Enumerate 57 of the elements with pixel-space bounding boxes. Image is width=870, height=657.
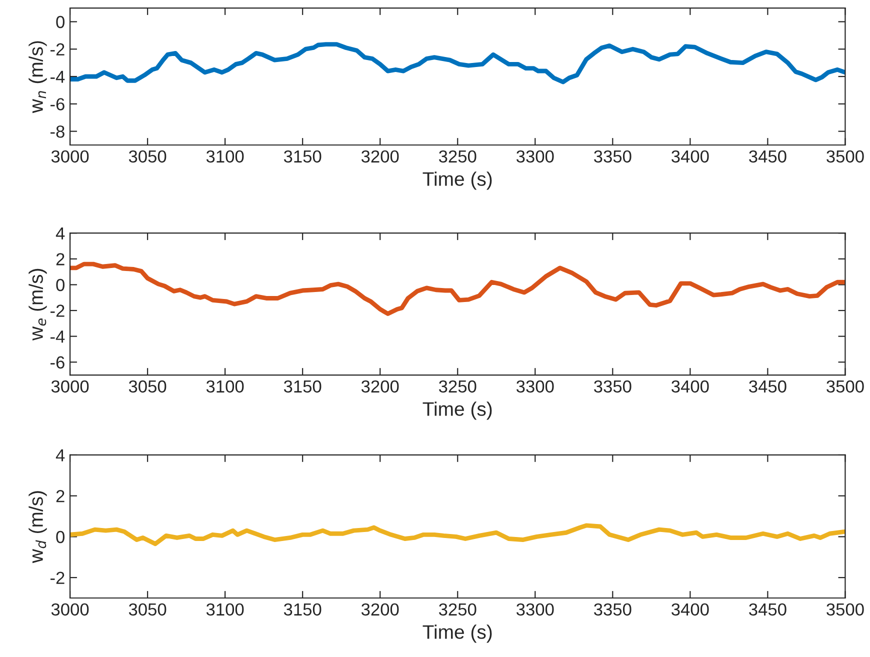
x-tick-label: 3000 (51, 150, 89, 163)
x-tick-label: 3150 (284, 380, 322, 393)
x-tick-label: 3100 (206, 603, 244, 616)
x-tick-label: 3050 (128, 380, 166, 393)
y-axis-title: w$_{d}$ (m/s) (28, 491, 47, 564)
y-tick-label: -4 (50, 70, 65, 83)
x-tick-label: 3450 (749, 380, 786, 393)
y-tick-label: -2 (50, 572, 64, 584)
y-axis-title: w$_{e}$ (m/s) (28, 268, 47, 341)
y-tick-label: 0 (56, 278, 64, 292)
x-tick-label: 3300 (516, 150, 554, 163)
y-tick-label: -2 (50, 43, 64, 56)
x-tick-label: 3150 (284, 603, 322, 616)
x-tick-label: 3450 (749, 603, 786, 616)
y-tick-label: -6 (50, 98, 64, 110)
x-tick-label: 3400 (672, 150, 709, 163)
x-tick-label: 3250 (438, 150, 476, 163)
y-tick-label: -8 (50, 125, 64, 138)
x-tick-label: 3250 (438, 380, 476, 393)
x-tick-label: 3450 (749, 150, 786, 163)
x-tick-label: 3300 (516, 603, 554, 616)
x-tick-label: 3050 (128, 150, 166, 163)
x-axis-title: Time (s) (422, 402, 492, 420)
x-tick-label: 3400 (672, 380, 709, 393)
x-tick-label: 3350 (594, 380, 632, 393)
x-axis-title: Time (s) (422, 172, 492, 190)
x-tick-label: 3500 (826, 150, 864, 163)
line-series (70, 523, 846, 546)
y-tick-label: 2 (56, 253, 64, 266)
x-tick-label: 3300 (516, 380, 554, 393)
x-tick-label: 3100 (206, 150, 244, 163)
y-axis-title: w$_{n}$ (m/s) (28, 41, 47, 114)
x-tick-label: 3200 (361, 603, 399, 616)
line-series (70, 42, 846, 84)
x-tick-label: 3150 (284, 150, 322, 163)
x-tick-label: 3350 (594, 603, 632, 616)
y-tick-label: 0 (56, 16, 64, 28)
y-tick-label: -2 (50, 304, 64, 317)
x-tick-label: 3200 (361, 150, 399, 163)
x-tick-label: 3400 (672, 603, 709, 616)
x-tick-label: 3350 (594, 150, 632, 163)
x-tick-label: 3000 (51, 380, 89, 393)
y-tick-label: -6 (50, 356, 64, 369)
x-tick-label: 3500 (826, 380, 864, 393)
x-axis-title: Time (s) (422, 624, 492, 643)
y-tick-label: 4 (56, 227, 65, 240)
x-tick-label: 3500 (826, 603, 864, 616)
y-tick-label: -4 (50, 330, 65, 343)
x-tick-label: 3200 (361, 380, 399, 393)
y-tick-label: 2 (56, 490, 64, 502)
x-tick-label: 3100 (206, 380, 244, 393)
y-tick-label: 0 (56, 530, 64, 544)
line-series (70, 262, 846, 316)
x-tick-label: 3250 (438, 603, 476, 616)
x-tick-label: 3050 (128, 603, 166, 616)
x-tick-label: 3000 (51, 603, 89, 616)
y-tick-label: 4 (56, 449, 65, 462)
